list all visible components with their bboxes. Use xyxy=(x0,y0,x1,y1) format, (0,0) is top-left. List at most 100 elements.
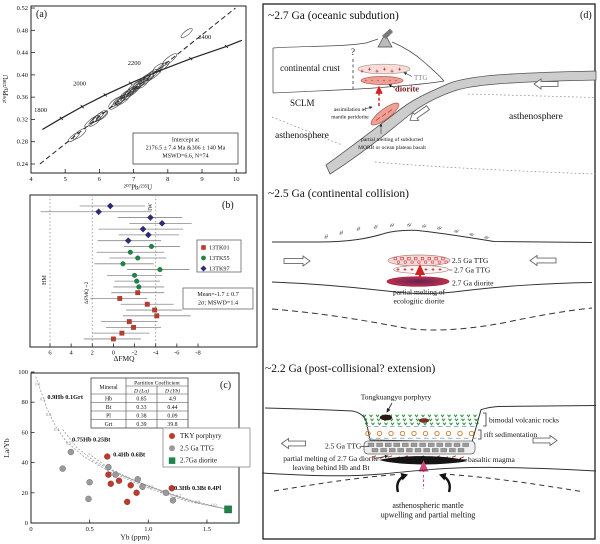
tectonic-cartoon-svg: (d) ~2.7 Ga (oceanic subdution) TTG diorite… xyxy=(261,3,597,540)
concordia-svg: 4 5 6 7 8 9 10 0.24 0.28 0.32 0.36 0.40 0.44 0.48 0.52… xyxy=(2,5,247,192)
volcanic-mark xyxy=(427,414,432,418)
concordia-age-label: 2400 xyxy=(198,34,211,41)
plus-mark xyxy=(431,268,435,271)
extension-arrow-left xyxy=(280,437,306,450)
surface-line xyxy=(272,229,593,243)
plus-mark xyxy=(396,268,400,271)
porphyry-body xyxy=(418,418,430,423)
legend-item-label: 13TK01 xyxy=(209,245,230,252)
panel-b-fmq-forest-plot: HM ΔFMQ +2 IW 13TK01 13TK55 13TK97 Mean=-1.7 ±… xyxy=(0,194,260,363)
slab-motion-arrow xyxy=(409,105,431,121)
data-point-13TK01 xyxy=(117,295,123,301)
asthenosphere-upwelling-label: asthenospheric mantle xyxy=(392,501,464,510)
y-tick-label: 0.32 xyxy=(17,116,28,123)
volcanic-mark xyxy=(410,422,414,426)
y-tick-label: 0.52 xyxy=(17,5,28,12)
volcanic-mark xyxy=(371,422,375,426)
section-title-25ga: ~2.5 Ga (continental collision) xyxy=(268,188,409,200)
volcanic-mark xyxy=(435,418,439,422)
y-tick-label: 0.48 xyxy=(17,27,28,34)
lab-boundary xyxy=(374,161,597,175)
x-tick-label: 0 xyxy=(29,526,32,533)
x-tick-label: 5 xyxy=(64,176,67,183)
curve-label: 0.75Hb 0.25Bt xyxy=(72,436,111,443)
table-cell: 0.33 xyxy=(136,405,146,411)
table-cell: 4.9 xyxy=(169,397,176,403)
error-ellipse xyxy=(180,28,193,39)
brick-mark xyxy=(449,448,456,453)
moho-line xyxy=(271,281,593,295)
sclm-label: SCLM xyxy=(290,98,315,108)
buffer-label-iw: IW xyxy=(148,203,154,211)
data-point-13TK97 xyxy=(124,237,132,245)
brick-mark xyxy=(367,442,375,447)
volcanic-mark xyxy=(408,414,412,418)
data-point-13TK97 xyxy=(139,225,147,233)
x-tick-label: -8 xyxy=(195,350,200,357)
legend-item-label: TKY porphyry xyxy=(180,432,222,440)
stats-line: Mean=-1.7 ± 0.7 xyxy=(197,291,239,298)
data-point xyxy=(127,482,134,489)
volcano xyxy=(377,33,393,48)
fraction-tick: 0.1 xyxy=(35,382,40,387)
plus-mark xyxy=(360,69,364,73)
legend-box xyxy=(162,427,251,468)
y-tick-label: 0 xyxy=(25,520,28,527)
plate-motion-arrow-left xyxy=(533,78,559,90)
brick-mark xyxy=(440,448,447,453)
volcanic-mark xyxy=(364,422,369,426)
data-point xyxy=(103,453,111,460)
section-title-27ga: ~2.7 Ga (oceanic subdution) xyxy=(268,10,399,22)
melting-curve xyxy=(112,471,229,510)
table-subheader: D (La) xyxy=(133,388,149,395)
volcanic-mark xyxy=(401,414,406,418)
rift-sedimentation-label: rift sedimentation xyxy=(484,430,537,439)
x-tick-label: 7 xyxy=(132,176,136,183)
sediment-clast xyxy=(411,430,417,437)
legend-item-label: 13TK97 xyxy=(209,266,230,273)
sediment-clast xyxy=(388,430,394,437)
data-point-13TK55 xyxy=(131,272,138,278)
panel-tag-b: (b) xyxy=(222,200,234,211)
data-point xyxy=(133,489,140,497)
data-point-13TK97 xyxy=(95,208,103,216)
y-tick-label: 80 xyxy=(22,399,29,406)
x-axis-label: ²⁰⁷Pb/²³⁵U xyxy=(124,184,152,192)
volcanic-mark xyxy=(460,414,464,418)
volcanic-mark xyxy=(475,422,479,426)
plus-mark xyxy=(383,67,386,71)
brick-mark xyxy=(389,448,396,453)
y-tick-label: 20 xyxy=(22,490,29,497)
slab-melt-label: partial melting of subducted xyxy=(361,136,423,143)
x-tick-label: 1.5 xyxy=(203,526,211,533)
ttg-label: TTG xyxy=(414,74,428,82)
volcanic-mark xyxy=(474,418,478,422)
data-point-13TK55 xyxy=(157,266,163,273)
fraction-tick: 0.3 xyxy=(46,412,51,417)
volcanic-mark xyxy=(455,422,460,426)
volcanic-mark xyxy=(369,414,373,418)
x-tick-label: -4 xyxy=(153,350,159,357)
curve-label: 0.9Hb 0.1Grt xyxy=(47,394,83,401)
table-cell: Pl xyxy=(106,414,111,420)
basaltic-magma-label: basaltic magma xyxy=(468,455,516,464)
y-tick-label: 0.24 xyxy=(17,161,29,168)
data-point xyxy=(107,480,115,487)
volcanic-mark xyxy=(376,418,381,422)
volcanic-mark xyxy=(461,418,465,422)
volcanic-mark xyxy=(473,414,477,418)
melt-dash xyxy=(371,455,377,458)
intercept-annotation-line: MSWD=6.6, N=74 xyxy=(162,154,208,160)
table-subheader: D (Yb) xyxy=(164,388,180,395)
volcanic-mark xyxy=(362,414,367,418)
surface-symbol xyxy=(436,226,443,230)
porphyry-body xyxy=(379,414,393,421)
x-tick-label: 8 xyxy=(166,176,169,183)
ttg-25ga-label: 2.5 Ga TTG xyxy=(325,442,362,451)
volcanic-mark xyxy=(416,422,421,426)
data-point xyxy=(115,477,123,484)
data-point-13TK55 xyxy=(148,243,155,250)
brick-mark xyxy=(371,448,379,453)
table-cell: 0.85 xyxy=(136,397,146,403)
legend-item-label: 2.7Ga diorite xyxy=(180,457,217,465)
